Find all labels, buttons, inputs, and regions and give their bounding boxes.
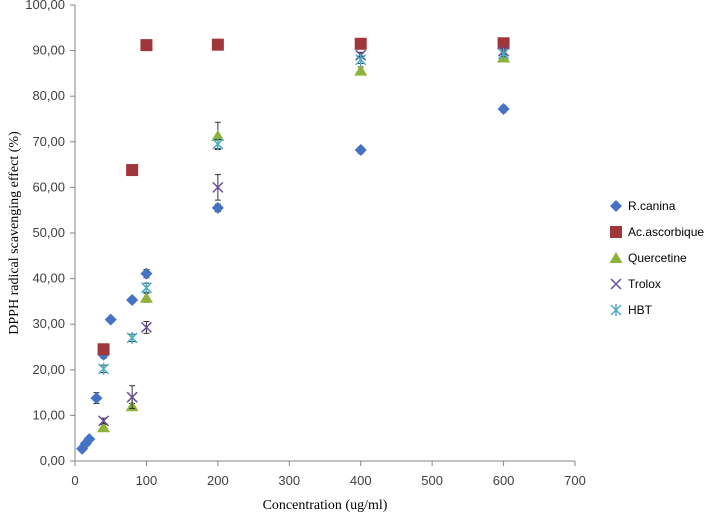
data-point-quercetine <box>354 64 368 76</box>
legend-label-ac-ascorbique: Ac.ascorbique <box>628 225 704 239</box>
data-point-r-canina <box>211 201 224 214</box>
data-point-r-canina <box>140 267 153 280</box>
data-point-ac-ascorbique <box>140 39 153 52</box>
y-axis-ticks: 0,00 10,00 20,00 30,00 40,00 50,00 60,00 70,00 8… <box>25 0 75 468</box>
data-point-ac-ascorbique <box>354 37 367 50</box>
legend: R.canina Ac.ascorbique Quercetine Trolox HBT <box>609 199 704 317</box>
series-ac-ascorbique <box>97 37 510 356</box>
legend-label-hbt: HBT <box>628 303 653 317</box>
legend-marker-quercetine <box>609 252 623 263</box>
legend-label-quercetine: Quercetine <box>628 251 687 265</box>
legend-marker-ac-ascorbique <box>610 226 622 238</box>
y-axis-title: DPPH radical scavenging effect (%) <box>7 131 22 335</box>
data-point-hbt <box>212 138 224 151</box>
data-point-hbt <box>498 47 510 60</box>
y-tick-label: 0,00 <box>40 453 65 468</box>
x-tick-label: 100 <box>136 473 158 488</box>
data-point-trolox <box>98 415 110 427</box>
x-axis-ticks: 0 100 200 300 400 500 600 700 <box>71 461 586 488</box>
legend-marker-hbt <box>610 304 622 316</box>
x-tick-label: 300 <box>278 473 300 488</box>
x-tick-label: 0 <box>71 473 78 488</box>
data-point-r-canina <box>497 102 510 115</box>
legend-marker-trolox <box>610 278 622 290</box>
series-trolox <box>98 45 510 427</box>
series-r-canina <box>76 102 510 455</box>
series-hbt <box>98 47 510 375</box>
data-point-quercetine <box>139 291 153 303</box>
y-tick-label: 60,00 <box>32 179 65 194</box>
y-tick-label: 90,00 <box>32 43 65 58</box>
y-tick-label: 70,00 <box>32 134 65 149</box>
y-tick-label: 100,00 <box>25 0 65 12</box>
data-point-hbt <box>140 281 152 294</box>
legend-label-r-canina: R.canina <box>628 199 676 213</box>
x-axis-title: Concentration (ug/ml) <box>263 498 388 513</box>
data-point-quercetine <box>97 421 111 433</box>
x-tick-label: 500 <box>421 473 443 488</box>
data-point-r-canina <box>104 313 117 326</box>
x-tick-label: 600 <box>493 473 515 488</box>
data-point-r-canina <box>83 433 96 446</box>
data-point-trolox <box>126 391 138 403</box>
y-tick-label: 80,00 <box>32 88 65 103</box>
legend-label-trolox: Trolox <box>628 277 661 291</box>
plot-area <box>76 37 511 455</box>
data-point-ac-ascorbique <box>497 37 510 50</box>
data-point-r-canina <box>126 294 139 307</box>
y-tick-label: 50,00 <box>32 225 65 240</box>
data-point-hbt <box>126 331 138 344</box>
x-tick-label: 700 <box>564 473 586 488</box>
y-tick-label: 30,00 <box>32 316 65 331</box>
data-point-ac-ascorbique <box>211 38 224 51</box>
legend-marker-r-canina <box>610 200 622 212</box>
data-point-hbt <box>98 362 110 375</box>
y-tick-label: 10,00 <box>32 407 65 422</box>
data-point-hbt <box>355 53 367 66</box>
y-tick-label: 40,00 <box>32 271 65 286</box>
data-point-ac-ascorbique <box>126 164 139 177</box>
x-tick-label: 400 <box>350 473 372 488</box>
data-point-r-canina <box>90 392 103 405</box>
data-point-r-canina <box>354 144 367 157</box>
y-tick-label: 20,00 <box>32 362 65 377</box>
data-point-trolox <box>140 321 152 333</box>
data-point-quercetine <box>211 129 225 141</box>
data-point-ac-ascorbique <box>97 343 110 356</box>
series-quercetine <box>97 51 511 433</box>
data-point-trolox <box>212 181 224 193</box>
x-tick-label: 200 <box>207 473 229 488</box>
